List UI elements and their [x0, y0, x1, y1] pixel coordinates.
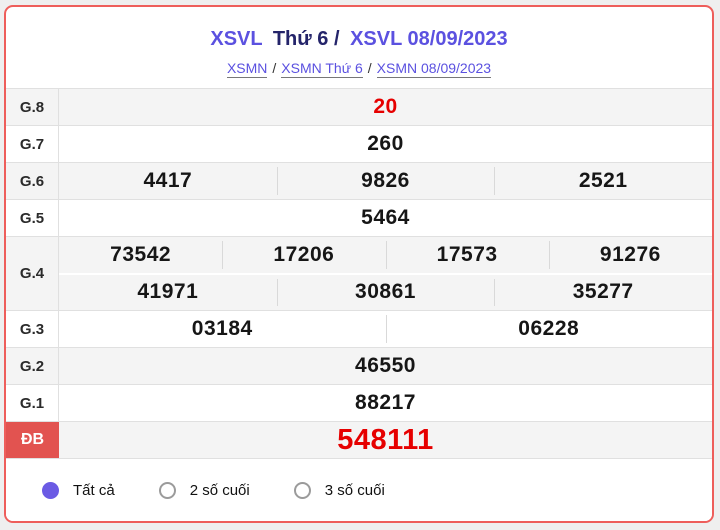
prize-line: 73542 17206 17573 91276 [59, 237, 712, 273]
prize-number: 46550 [355, 354, 416, 377]
breadcrumb-separator: / [367, 60, 372, 76]
prize-number: 9826 [276, 163, 495, 199]
prize-line: 03184 06228 [59, 311, 712, 347]
prize-row-g5: G.5 5464 [6, 200, 712, 237]
prize-values: 5464 [59, 200, 712, 236]
prize-values: 88217 [59, 385, 712, 421]
prize-number: 20 [373, 95, 398, 118]
prize-values: 548111 [59, 422, 712, 458]
prize-number: 03184 [191, 317, 253, 340]
filter-bar: Tất cả 2 số cuối 3 số cuối [6, 459, 712, 521]
prize-line: 46550 [59, 348, 712, 384]
prize-values: 73542 17206 17573 91276 41971 30861 35277 [59, 237, 712, 310]
prize-line: 4417 9826 2521 [59, 163, 712, 199]
prize-number: 30861 [276, 275, 495, 311]
breadcrumb-separator: / [272, 60, 277, 76]
title-middle: Thứ 6 / [272, 28, 340, 50]
filter-option[interactable]: Tất cả [42, 481, 115, 499]
prize-label: G.4 [6, 237, 59, 310]
header: XSVL Thứ 6 / XSVL 08/09/2023 XSMN / XSMN T… [6, 7, 712, 78]
prize-number: 4417 [143, 169, 193, 192]
prize-values: 4417 9826 2521 [59, 163, 712, 199]
prize-number: 260 [367, 132, 404, 155]
breadcrumb-link[interactable]: XSMN [226, 60, 268, 78]
prize-number: 5464 [361, 206, 410, 229]
filter-label: 2 số cuối [189, 481, 250, 499]
filter-label: 3 số cuối [324, 481, 385, 499]
prize-number: 548111 [337, 423, 434, 456]
prize-number: 2521 [494, 163, 712, 199]
prize-number: 91276 [548, 237, 712, 273]
prize-row-g2: G.2 46550 [6, 348, 712, 385]
radio-icon[interactable] [42, 481, 59, 499]
results-card: XSVL Thứ 6 / XSVL 08/09/2023 XSMN / XSMN T… [4, 5, 714, 523]
prize-row-đb: ĐB 548111 [6, 422, 712, 459]
prize-row-g4: G.4 73542 17206 17573 91276 41971 30861 35277 [6, 237, 712, 311]
radio-icon[interactable] [293, 481, 311, 499]
prize-values: 46550 [59, 348, 712, 384]
prize-line: 20 [59, 89, 712, 125]
prize-row-g8: G.8 20 [6, 89, 712, 126]
title-brand: XSVL [210, 28, 263, 50]
prize-line: 5464 [59, 200, 712, 236]
prize-label: G.1 [6, 385, 59, 421]
prize-number: 73542 [110, 242, 172, 266]
prize-row-g7: G.7 260 [6, 126, 712, 163]
title-date: XSVL 08/09/2023 [350, 28, 508, 50]
prize-row-g6: G.6 4417 9826 2521 [6, 163, 712, 200]
prize-number: 88217 [355, 391, 416, 414]
prize-values: 20 [59, 89, 712, 125]
prize-number: 35277 [494, 275, 712, 311]
filter-option[interactable]: 3 số cuối [293, 481, 385, 499]
prize-line: 41971 30861 35277 [59, 272, 712, 311]
prize-number: 06228 [385, 311, 713, 347]
radio-icon[interactable] [158, 481, 176, 499]
breadcrumb-link[interactable]: XSMN 08/09/2023 [376, 60, 492, 78]
prize-row-g3: G.3 03184 06228 [6, 311, 712, 348]
prize-label: G.2 [6, 348, 59, 384]
prize-line: 260 [59, 126, 712, 162]
prize-label: G.5 [6, 200, 59, 236]
prize-line: 548111 [59, 422, 712, 458]
prize-number: 17573 [385, 237, 549, 273]
breadcrumb-link[interactable]: XSMN Thứ 6 [281, 60, 363, 78]
prize-row-g1: G.1 88217 [6, 385, 712, 422]
filter-option[interactable]: 2 số cuối [158, 481, 250, 499]
prize-number: 41971 [137, 280, 199, 304]
results-table: G.8 20 G.7 260 G.6 4417 9826 2521 G.5 5464 G.4 7354… [6, 88, 712, 459]
prize-label: G.8 [6, 89, 59, 125]
prize-label: G.6 [6, 163, 59, 199]
prize-values: 260 [59, 126, 712, 162]
breadcrumb: XSMN / XSMN Thứ 6/XSMN 08/09/2023 [6, 59, 712, 78]
page-title: XSVL Thứ 6 / XSVL 08/09/2023 [6, 27, 712, 51]
prize-number: 17206 [222, 237, 385, 273]
filter-label: Tất cả [73, 481, 115, 499]
prize-label: G.7 [6, 126, 59, 162]
prize-values: 03184 06228 [59, 311, 712, 347]
prize-line: 88217 [59, 385, 712, 421]
prize-label: G.3 [6, 311, 59, 347]
prize-label: ĐB [6, 422, 59, 458]
